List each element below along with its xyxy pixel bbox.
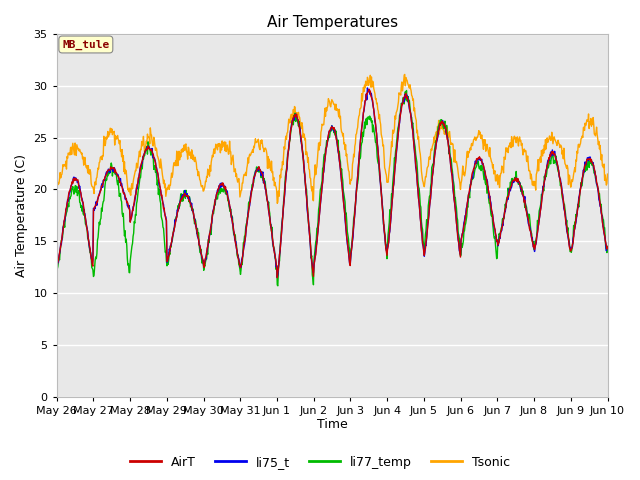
li75_t [53,264,61,269]
Tsonic [401,72,408,77]
Y-axis label: Air Temperature (C): Air Temperature (C) [15,154,28,277]
Legend: AirT, li75_t, li77_temp, Tsonic: AirT, li75_t, li77_temp, Tsonic [125,451,515,474]
Title: Air Temperatures: Air Temperatures [266,15,397,30]
AirT [53,265,61,271]
AirT [586,157,593,163]
li75_t [282,176,290,181]
AirT [155,179,163,185]
li75_t [577,182,585,188]
li77_temp [403,88,410,94]
li77_temp [378,196,386,202]
AirT [365,86,373,92]
li75_t [364,85,371,91]
Tsonic [604,171,611,177]
li77_temp [79,211,87,216]
Tsonic [577,136,585,142]
li75_t [604,244,611,250]
li75_t [378,202,386,208]
li77_temp [604,243,611,249]
li77_temp [282,170,290,176]
Line: Tsonic: Tsonic [57,74,607,204]
Tsonic [273,201,281,206]
AirT [378,206,386,212]
li77_temp [577,180,585,185]
Line: AirT: AirT [57,89,607,277]
Tsonic [282,133,290,139]
Tsonic [155,158,163,164]
Tsonic [79,154,87,160]
li75_t [79,202,87,208]
Tsonic [378,134,386,140]
AirT [282,173,290,179]
Text: MB_tule: MB_tule [62,39,109,49]
Tsonic [53,184,61,190]
AirT [79,200,87,205]
li77_temp [155,186,163,192]
AirT [273,275,281,280]
Line: li75_t: li75_t [57,88,607,277]
li77_temp [274,283,282,288]
Line: li77_temp: li77_temp [57,91,607,286]
li75_t [273,275,281,280]
Tsonic [586,119,593,125]
li77_temp [53,275,61,280]
li75_t [586,155,593,160]
li75_t [155,181,163,187]
X-axis label: Time: Time [317,419,348,432]
AirT [577,182,585,188]
AirT [604,244,611,250]
li77_temp [586,158,593,164]
